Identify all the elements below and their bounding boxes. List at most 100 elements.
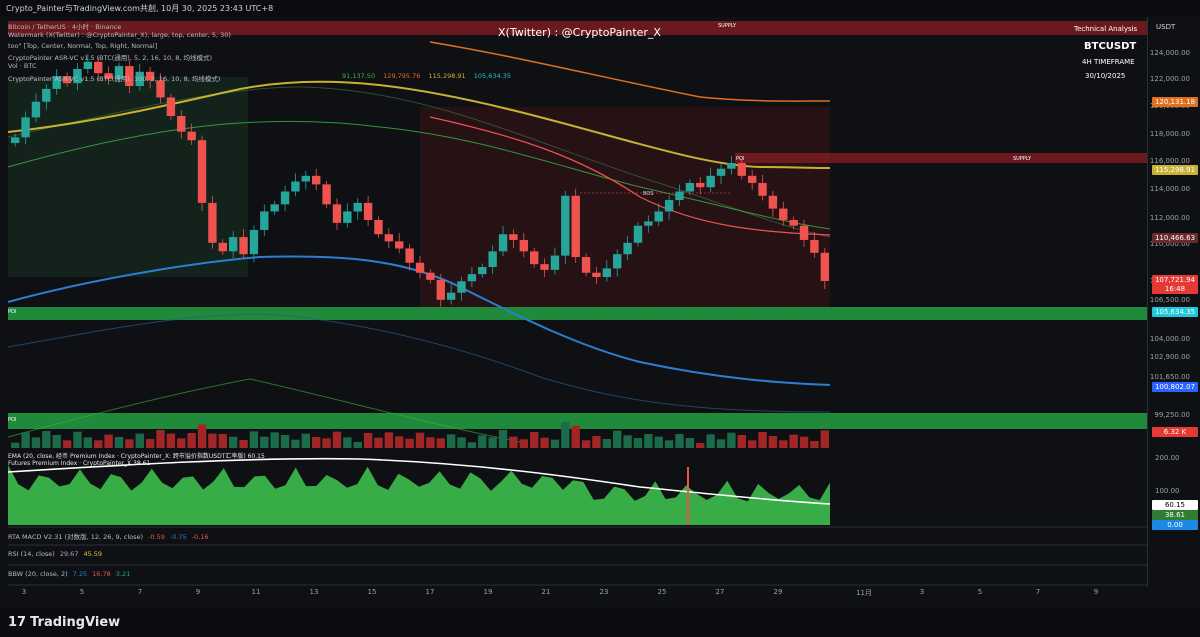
indicator-legend[interactable]: BBW (20, close, 2) 7.25 16.78 3.21	[8, 570, 135, 578]
poi-zone-1	[8, 307, 1148, 320]
candle-body	[436, 279, 445, 300]
candle-body	[332, 204, 342, 223]
indicator-value: 16.78	[92, 570, 111, 578]
candle-body	[104, 73, 113, 79]
volume-bar	[322, 438, 331, 448]
volume-bar	[561, 422, 570, 448]
volume-bar	[467, 442, 477, 448]
volume-bar	[332, 431, 342, 448]
volume-bar	[11, 442, 20, 448]
legend-line: CryptoPainter ASR-VC v1.5 (BTC(通用), 5, 2…	[8, 53, 213, 62]
x-tick-label: 7	[1035, 588, 1041, 596]
price-chart[interactable]	[0, 17, 1200, 609]
header-date: 30/10/2025	[1085, 72, 1126, 80]
volume-bar	[685, 438, 695, 448]
premium-ema-line	[7, 457, 831, 505]
volume-bar	[623, 435, 632, 448]
volume-bar	[280, 435, 290, 448]
y-tick-label: 122,000.00	[1149, 75, 1190, 83]
indicator-legend[interactable]: RSI (14, close) 29.67 45.59	[8, 550, 107, 558]
price-axis[interactable]: USDT 124,000.00122,000.00120,000.00118,0…	[1147, 17, 1200, 587]
candle-body	[177, 115, 186, 132]
volume-bar	[415, 432, 425, 448]
volume-bar	[145, 439, 155, 448]
premium-label-1: EMA (20, close, 经币 Premium Index · Crypt…	[8, 453, 265, 460]
supply-zone-top	[8, 21, 1148, 35]
volume-bar	[478, 435, 487, 448]
poi-label-1: POI	[8, 309, 17, 315]
volume-bar	[498, 430, 508, 448]
x-tick-label: 23	[599, 588, 609, 596]
indicator-legend[interactable]: RTA MACD V2.31 (对数版, 12, 26, 9, close) -0…	[8, 531, 214, 541]
volume-bar	[706, 434, 715, 448]
candle-body	[343, 211, 352, 223]
volume-bar	[21, 432, 30, 448]
candle-body	[789, 220, 798, 226]
candle-body	[685, 182, 695, 192]
volume-bar	[644, 434, 653, 448]
volume-bar	[187, 433, 196, 448]
candle-body	[395, 241, 404, 249]
candle-body	[727, 163, 736, 169]
candle-body	[706, 175, 715, 188]
volume-bar	[633, 438, 643, 448]
y-tick-label: 101,650.00	[1149, 373, 1190, 381]
indicator-value: 3.21	[115, 570, 131, 578]
candle-body	[62, 76, 72, 84]
legend-value-1: 91,137.50	[342, 72, 376, 80]
volume-bar	[374, 437, 383, 448]
legend-value-2: 129,795.76	[383, 72, 421, 80]
candle-body	[561, 195, 570, 256]
x-tick-label: 5	[79, 588, 85, 596]
x-tick-label: 15	[367, 588, 377, 596]
legend-line: Vol · BTC	[8, 62, 37, 71]
volume-bar	[301, 433, 311, 448]
supply-zone-mid	[735, 153, 1148, 163]
candle-body	[73, 68, 82, 84]
header-timeframe: 4H TIMEFRAME	[1082, 58, 1135, 66]
premium-tag-3: 0.00	[1152, 520, 1198, 530]
indicator-value: -0.16	[191, 533, 209, 541]
volume-bar	[52, 435, 61, 448]
volume-bar	[405, 438, 414, 448]
x-tick-label: 5	[977, 588, 983, 596]
poi-label-2: POI	[8, 417, 17, 423]
candle-body	[581, 257, 591, 273]
supply-label-mid: SUPPLY	[1013, 156, 1032, 162]
candle-body	[426, 272, 435, 280]
candle-body	[654, 211, 663, 222]
candle-body	[21, 117, 30, 138]
premium-tick-200: 200.00	[1155, 454, 1180, 462]
candle-body	[312, 175, 321, 185]
volume-bar	[249, 431, 259, 448]
ma-red-line	[429, 116, 831, 236]
candle-body	[540, 264, 549, 270]
candle-body	[519, 239, 528, 252]
volume-bar	[197, 424, 207, 448]
candle-body	[644, 221, 653, 226]
y-tick-label: 99,250.00	[1154, 411, 1190, 419]
candle-body	[322, 184, 331, 205]
candle-body	[623, 242, 632, 255]
volume-bar	[758, 432, 767, 448]
volume-bar	[820, 430, 829, 448]
candle-body	[156, 80, 165, 98]
x-tick-label: 19	[483, 588, 493, 596]
indicator-value: 45.59	[83, 550, 103, 558]
tradingview-logo-icon: 17	[8, 615, 27, 630]
volume-bar	[581, 440, 591, 448]
candlestick-series	[11, 53, 829, 307]
channel-upper	[7, 86, 831, 238]
tradingview-brand[interactable]: 17 TradingView	[8, 615, 120, 630]
volume-bar	[613, 430, 622, 448]
candle-body	[529, 251, 539, 265]
candle-body	[260, 211, 269, 230]
volume-bar	[789, 434, 798, 448]
volume-bar	[571, 425, 580, 448]
premium-tag-1: 60.15	[1152, 500, 1198, 510]
volume-bars	[11, 422, 829, 448]
indicator-value: -0.75	[169, 533, 187, 541]
ma-orange-line	[429, 41, 831, 102]
x-tick-label: 3	[21, 588, 27, 596]
supply-label-top: SUPPLY	[718, 23, 737, 29]
